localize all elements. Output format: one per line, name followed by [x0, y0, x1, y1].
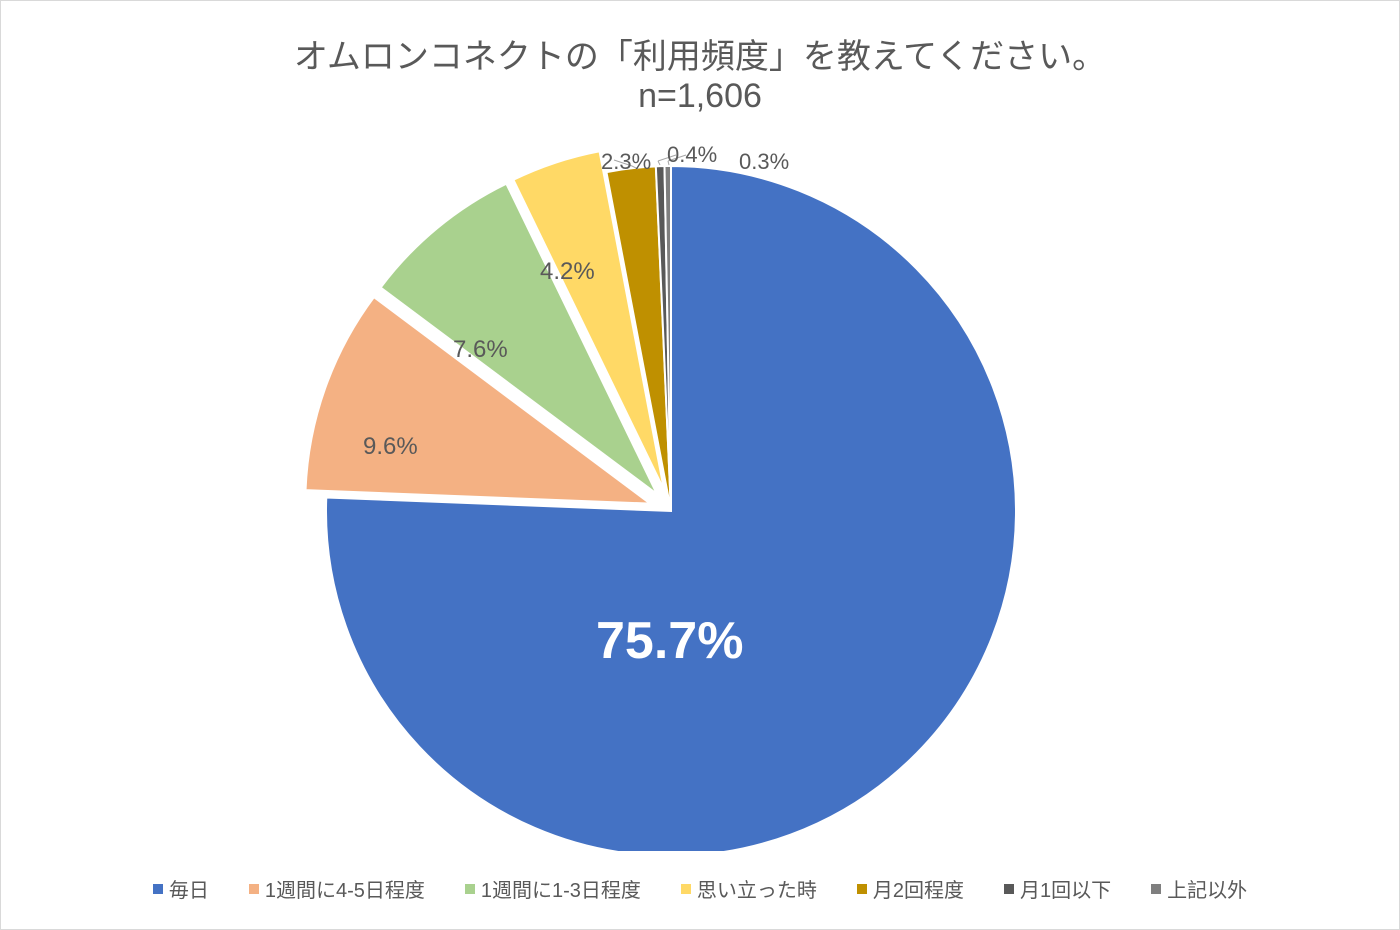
legend-swatch: [681, 884, 691, 894]
legend-item: 月1回以下: [1004, 874, 1111, 903]
legend-label: 毎日: [169, 874, 209, 903]
pie-data-label: 0.3%: [739, 149, 789, 175]
legend-label: 上記以外: [1167, 874, 1247, 903]
legend-label: 月2回程度: [873, 874, 964, 903]
legend-item: 毎日: [153, 874, 209, 903]
legend-label: 思い立った時: [697, 874, 817, 903]
leader-line: [658, 161, 660, 165]
chart-legend: 毎日 1週間に4-5日程度 1週間に1-3日程度 思い立った時 月2回程度 月1回以下 上記…: [1, 874, 1399, 903]
pie-data-label: 75.7%: [596, 611, 743, 671]
legend-swatch: [249, 884, 259, 894]
legend-swatch: [153, 884, 163, 894]
chart-container: オムロンコネクトの「利用頻度」を教えてください。 n=1,606 75.7% 9.…: [0, 0, 1400, 930]
legend-item: 1週間に1-3日程度: [465, 874, 641, 903]
pie-data-label: 7.6%: [453, 336, 508, 364]
legend-swatch: [857, 884, 867, 894]
legend-label: 1週間に4-5日程度: [265, 874, 425, 903]
chart-subtitle: n=1,606: [1, 77, 1399, 116]
pie-data-label: 2.3%: [601, 149, 651, 175]
legend-label: 月1回以下: [1020, 874, 1111, 903]
chart-title: オムロンコネクトの「利用頻度」を教えてください。: [1, 29, 1399, 78]
legend-item: 上記以外: [1151, 874, 1247, 903]
legend-item: 月2回程度: [857, 874, 964, 903]
pie-data-label: 9.6%: [363, 433, 418, 461]
legend-swatch: [1004, 884, 1014, 894]
legend-swatch: [1151, 884, 1161, 894]
legend-swatch: [465, 884, 475, 894]
legend-item: 1週間に4-5日程度: [249, 874, 425, 903]
legend-item: 思い立った時: [681, 874, 817, 903]
pie-data-label: 0.4%: [667, 142, 717, 168]
legend-label: 1週間に1-3日程度: [481, 874, 641, 903]
pie-data-label: 4.2%: [540, 258, 595, 286]
pie-chart: [1, 131, 1400, 851]
